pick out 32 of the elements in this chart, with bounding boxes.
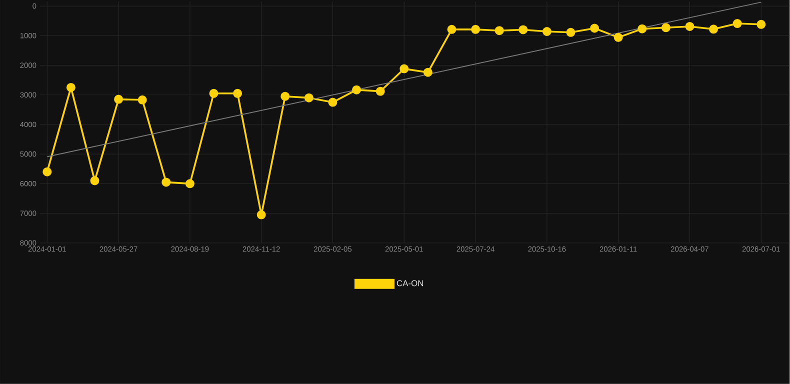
point [256, 210, 266, 220]
point [709, 24, 718, 34]
point [400, 64, 409, 74]
point [42, 167, 52, 176]
point [66, 83, 76, 92]
point [638, 24, 647, 34]
point [614, 33, 623, 42]
point [447, 25, 456, 34]
point [566, 28, 576, 37]
point [304, 93, 314, 102]
point [328, 98, 338, 107]
point [423, 68, 432, 77]
point [756, 20, 766, 29]
point [233, 88, 242, 98]
point [661, 23, 670, 32]
point [685, 22, 694, 32]
point [209, 88, 218, 98]
point [90, 176, 100, 186]
point [590, 24, 600, 33]
point [518, 25, 528, 34]
point [280, 92, 290, 101]
point [376, 86, 385, 96]
point [494, 26, 504, 36]
point [471, 25, 480, 34]
point [352, 85, 362, 94]
point [185, 179, 194, 188]
point [138, 95, 147, 104]
point [162, 178, 171, 187]
point [542, 27, 552, 36]
point [732, 19, 742, 28]
legend-label: CA-ON [396, 280, 424, 286]
point [114, 94, 124, 104]
